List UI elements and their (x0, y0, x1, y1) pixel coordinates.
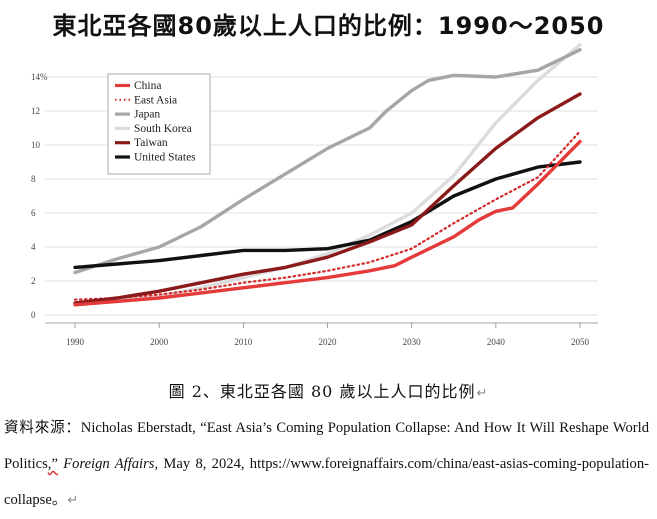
series-line-china (73, 139, 582, 307)
source-citation: 資料來源：Nicholas Eberstadt, “East Asia’s Co… (4, 410, 649, 519)
legend-label: China (134, 80, 161, 92)
y-tick-label: 10 (31, 140, 41, 150)
legend-label: East Asia (134, 94, 177, 106)
chart-title: 東北亞各國80歲以上人口的比例：1990～2050 (52, 12, 605, 40)
series-line-japan (73, 48, 582, 275)
source-suffix: , May 8, 2024, https://www.foreignaffair… (4, 456, 649, 508)
x-tick-label: 1990 (66, 337, 85, 347)
x-tick-label: 2040 (487, 337, 506, 347)
paragraph-mark-icon: ↵ (476, 386, 489, 401)
legend-label: United States (134, 152, 196, 164)
x-tick-label: 2010 (234, 337, 253, 347)
y-tick-label: 12 (31, 106, 40, 116)
source-journal: Foreign Affairs (63, 456, 155, 472)
y-tick-label: 0 (31, 310, 36, 320)
x-tick-label: 2020 (319, 337, 338, 347)
paragraph-mark-icon: ↵ (67, 493, 79, 508)
x-tick-label: 2030 (403, 337, 422, 347)
legend-label: Taiwan (134, 137, 168, 149)
y-tick-label: 14% (31, 72, 48, 82)
source-prefix: 資料來源：Nicholas Eberstadt, “East Asia’s Co… (4, 420, 649, 472)
series-line-east-asia (73, 130, 582, 301)
source-quote-end: ,” (47, 456, 58, 472)
legend: China East Asia Japan South Korea Taiwan Unit… (107, 73, 211, 175)
series-line-united-states (73, 160, 582, 270)
x-axis: 1990 2000 2010 2020 2030 2040 2050 (45, 322, 598, 347)
y-axis: 0 2 4 6 8 10 12 14% (31, 72, 48, 320)
line-chart: 1990 2000 2010 2020 2030 2040 2050 0 2 4 6 8 10 12 14… (31, 43, 598, 347)
y-tick-label: 4 (31, 242, 36, 252)
series-lines (73, 43, 582, 307)
legend-label: South Korea (134, 123, 192, 135)
y-tick-label: 6 (31, 208, 36, 218)
x-tick-label: 2000 (150, 337, 169, 347)
y-tick-label: 8 (31, 174, 36, 184)
y-tick-label: 2 (31, 276, 36, 286)
legend-label: Japan (134, 109, 160, 121)
caption-text: 圖 2、東北亞各國 80 歲以上人口的比例 (168, 382, 476, 401)
series-line-taiwan (73, 92, 582, 305)
x-tick-label: 2050 (571, 337, 590, 347)
figure-caption: 圖 2、東北亞各國 80 歲以上人口的比例↵ (0, 378, 657, 402)
